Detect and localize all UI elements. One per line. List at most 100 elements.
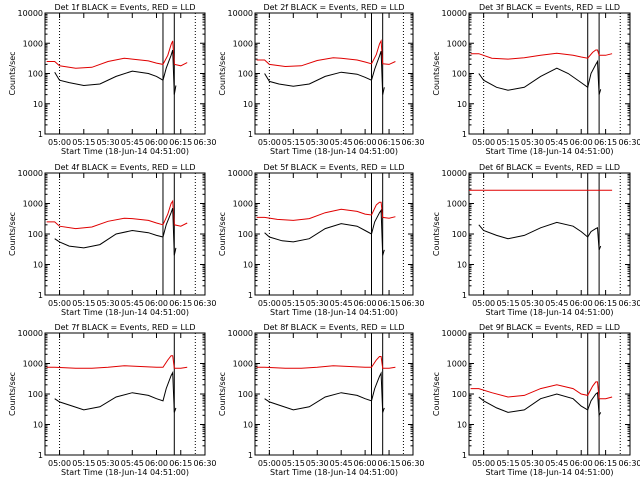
plot-frame (254, 332, 414, 456)
x-tick-label: 06:30 (193, 299, 216, 308)
lld-series-line (256, 39, 396, 68)
x-tick-label: 05:30 (521, 138, 544, 147)
y-tick-label: 10 (457, 100, 467, 109)
y-axis-label: Counts/sec (432, 212, 441, 256)
x-tick-label: 05:15 (496, 299, 519, 308)
x-tick-label: 05:45 (330, 459, 353, 468)
x-tick-label: 05:30 (306, 459, 329, 468)
y-tick-label: 1 (248, 291, 253, 300)
x-tick-label: 06:15 (378, 459, 401, 468)
y-tick-label: 1000 (23, 39, 43, 48)
x-tick-label: 05:45 (330, 299, 353, 308)
y-tick-label: 10000 (442, 169, 467, 178)
y-tick-label: 10000 (442, 9, 467, 18)
y-axis-label: Counts/sec (8, 212, 17, 256)
x-tick-label: 05:15 (72, 138, 95, 147)
chart-title: Det 1f BLACK = Events, RED = LLD (54, 3, 195, 12)
y-tick-label: 100 (452, 230, 467, 239)
chart-title: Det 3f BLACK = Events, RED = LLD (479, 3, 620, 12)
events-series-line (54, 370, 177, 413)
x-tick-label: 05:00 (48, 299, 71, 308)
x-tick-label: 06:30 (618, 299, 640, 308)
y-tick-label: 1 (462, 291, 467, 300)
x-tick-label: 05:45 (545, 459, 568, 468)
y-axis-label: Counts/sec (218, 372, 227, 416)
chart-title: Det 4f BLACK = Events, RED = LLD (54, 163, 195, 172)
chart-panel-9: Det 9f BLACK = Events, RED = LLD 1 10 100 10… (432, 323, 640, 477)
x-tick-label: 05:00 (472, 138, 495, 147)
x-axis-label: Start Time (18-Jun-14 04:51:00) (270, 468, 398, 477)
x-tick-label: 06:00 (354, 299, 377, 308)
x-tick-label: 06:30 (193, 138, 216, 147)
x-tick-label: 06:30 (401, 299, 424, 308)
y-axis-label: Counts/sec (432, 372, 441, 416)
x-tick-label: 05:30 (306, 138, 329, 147)
plot-frame (254, 12, 414, 135)
y-tick-label: 1000 (23, 200, 43, 209)
x-tick-label: 06:15 (378, 138, 401, 147)
chart-panel-8: Det 8f BLACK = Events, RED = LLD 1 10 100 10… (218, 323, 425, 477)
y-tick-label: 10 (457, 261, 467, 270)
x-tick-label: 06:15 (169, 138, 192, 147)
x-tick-label: 06:30 (401, 138, 424, 147)
x-tick-label: 05:00 (48, 459, 71, 468)
x-tick-label: 05:45 (545, 299, 568, 308)
x-axis-label: Start Time (18-Jun-14 04:51:00) (486, 147, 614, 156)
y-tick-label: 1000 (447, 360, 467, 369)
y-tick-label: 10 (33, 421, 43, 430)
lld-series-line (46, 199, 188, 230)
x-tick-label: 06:30 (401, 459, 424, 468)
x-tick-label: 06:00 (570, 299, 593, 308)
x-tick-label: 05:30 (521, 299, 544, 308)
x-tick-label: 06:15 (594, 299, 617, 308)
x-tick-label: 05:15 (282, 459, 305, 468)
x-tick-label: 05:45 (545, 138, 568, 147)
y-tick-label: 1 (462, 130, 467, 139)
x-tick-label: 05:00 (258, 138, 281, 147)
lld-series-line (256, 201, 396, 221)
plot-frame (44, 332, 206, 456)
x-axis-label: Start Time (18-Jun-14 04:51:00) (486, 468, 614, 477)
y-tick-label: 10000 (18, 329, 43, 338)
x-tick-label: 06:00 (145, 138, 168, 147)
events-series-line (54, 208, 177, 256)
x-tick-label: 05:00 (472, 299, 495, 308)
events-series-line (264, 50, 385, 95)
chart-panel-4: Det 4f BLACK = Events, RED = LLD 1 10 100 10… (8, 163, 217, 317)
x-tick-label: 06:00 (570, 459, 593, 468)
x-tick-label: 06:15 (594, 459, 617, 468)
events-series-line (478, 59, 602, 95)
x-tick-label: 05:15 (282, 299, 305, 308)
chart-title: Det 5f BLACK = Events, RED = LLD (263, 163, 404, 172)
y-tick-label: 1 (248, 130, 253, 139)
y-tick-label: 100 (452, 70, 467, 79)
y-tick-label: 100 (28, 390, 43, 399)
x-tick-label: 06:30 (618, 459, 640, 468)
x-tick-label: 05:15 (72, 299, 95, 308)
y-tick-label: 1 (38, 291, 43, 300)
x-axis-label: Start Time (18-Jun-14 04:51:00) (61, 468, 189, 477)
chart-panel-2: Det 2f BLACK = Events, RED = LLD 1 10 100 10… (218, 3, 425, 156)
x-axis-label: Start Time (18-Jun-14 04:51:00) (61, 147, 189, 156)
x-axis-label: Start Time (18-Jun-14 04:51:00) (486, 308, 614, 317)
y-tick-label: 10 (243, 261, 253, 270)
x-tick-label: 06:15 (594, 138, 617, 147)
y-axis-label: Counts/sec (8, 51, 17, 95)
chart-title: Det 9f BLACK = Events, RED = LLD (479, 323, 620, 332)
y-tick-label: 1 (38, 130, 43, 139)
x-axis-label: Start Time (18-Jun-14 04:51:00) (270, 147, 398, 156)
y-tick-label: 10 (457, 421, 467, 430)
y-tick-label: 100 (28, 70, 43, 79)
y-tick-label: 10 (33, 261, 43, 270)
chart-panel-7: Det 7f BLACK = Events, RED = LLD 1 10 100 10… (8, 323, 217, 477)
events-series-line (478, 391, 602, 418)
chart-panel-6: Det 6f BLACK = Events, RED = LLD 1 10 100 10… (432, 163, 640, 317)
lld-series-line (46, 355, 188, 369)
y-tick-label: 100 (238, 230, 253, 239)
events-series-line (264, 371, 385, 413)
x-tick-label: 05:00 (48, 138, 71, 147)
y-tick-label: 10000 (228, 9, 253, 18)
x-tick-label: 05:00 (472, 459, 495, 468)
y-tick-label: 10 (33, 100, 43, 109)
y-tick-label: 10000 (228, 329, 253, 338)
